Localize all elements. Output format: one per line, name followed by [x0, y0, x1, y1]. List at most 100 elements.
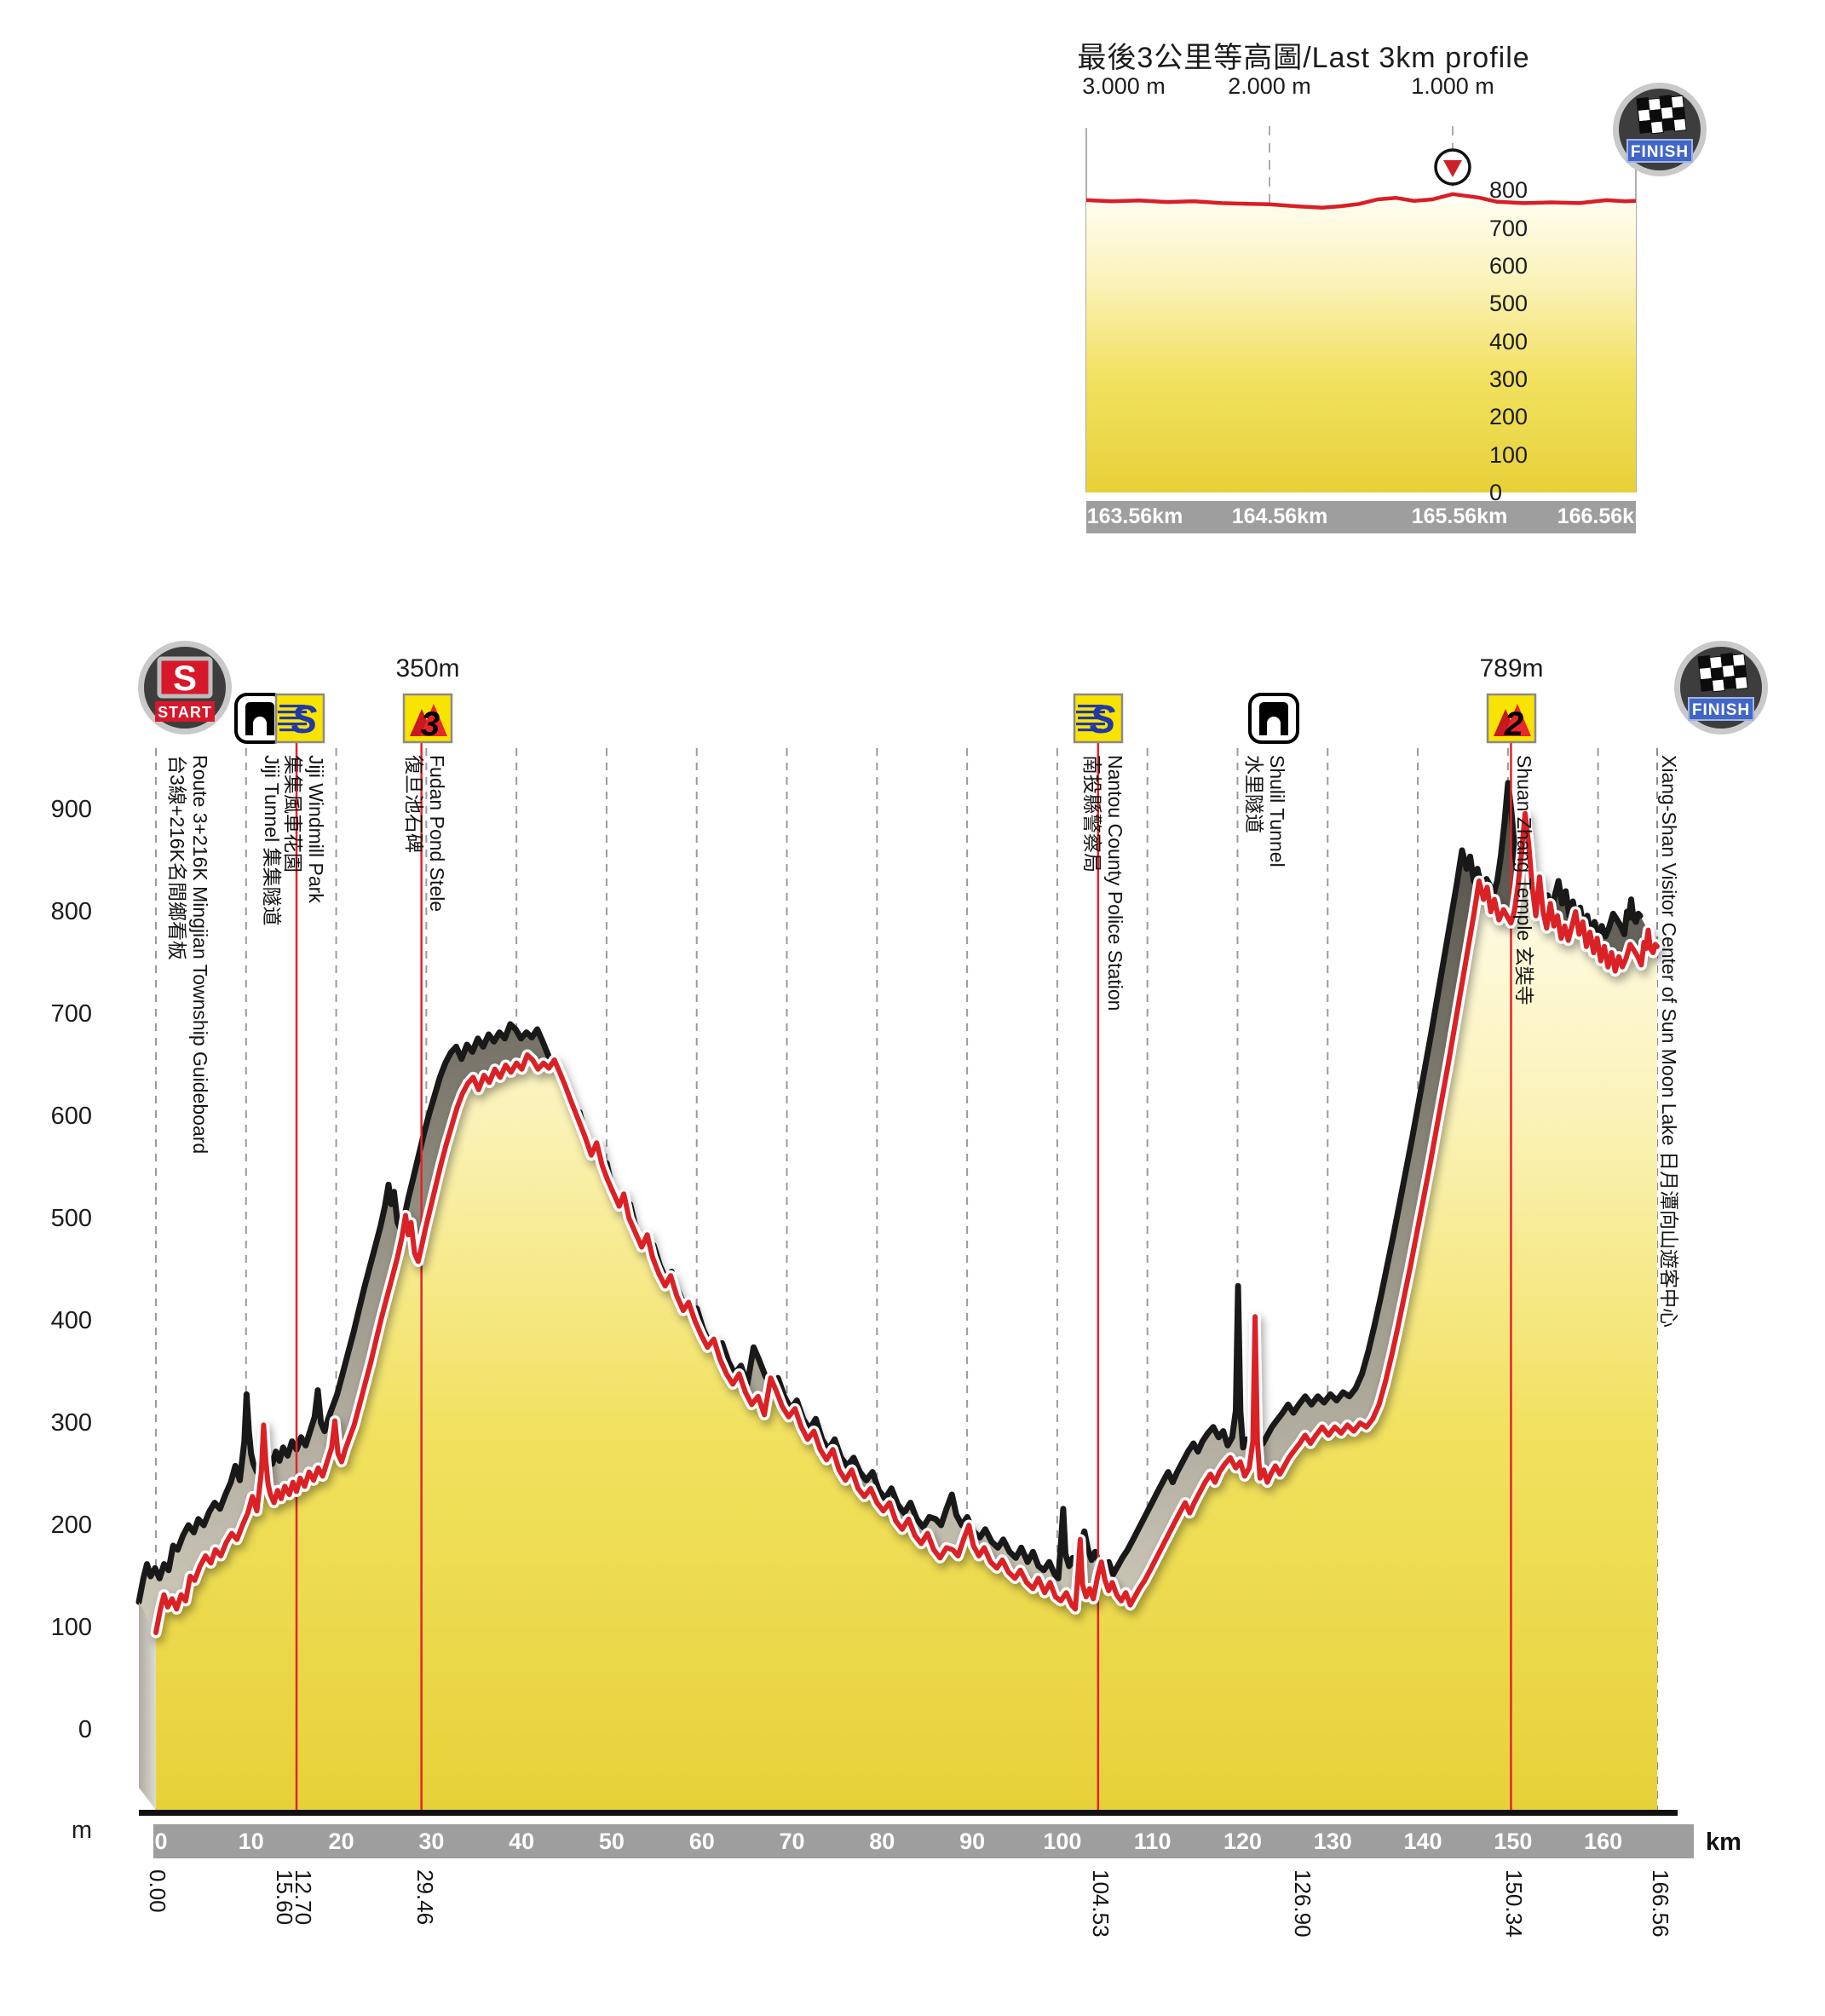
waypoint-km-label: 126.90 — [1290, 1869, 1315, 1938]
main-bar-tick: 80 — [869, 1829, 895, 1854]
tunnel-icon-glyph — [245, 702, 274, 735]
speed-line — [279, 705, 305, 708]
last3-bar-label: 163.56km — [1086, 504, 1183, 528]
flag-square — [1734, 676, 1748, 690]
main-x-unit: km — [1706, 1829, 1742, 1856]
speed-line — [1076, 711, 1105, 714]
last3-ytick: 100 — [1489, 441, 1529, 468]
last3-ytick: 700 — [1489, 215, 1529, 241]
waypoint-name-en: Fudan Pond Stele — [426, 755, 448, 913]
start-s-letter: S — [173, 658, 197, 698]
last3-ytick: 600 — [1489, 253, 1529, 279]
main-bar-tick: 110 — [1133, 1829, 1172, 1854]
last3-distance-label: 3.000 m — [1082, 73, 1166, 99]
main-bar-tick: 130 — [1313, 1829, 1352, 1854]
waypoint-name-zh: 台3線+216K名間鄉看板 — [166, 755, 188, 960]
start-s-box — [157, 656, 213, 699]
waypoint-label-104.53: Nantou County Police Station 南投縣警察局 — [1080, 755, 1126, 1011]
last3-line — [1085, 192, 1637, 210]
main-bar-tick: 160 — [1584, 1829, 1623, 1854]
finish-banner — [1626, 139, 1693, 163]
terrain-back-edge — [135, 780, 1644, 1605]
waypoint-name-zh: 南投縣警察局 — [1081, 755, 1103, 873]
tunnel-icon — [1248, 693, 1299, 744]
main-bar-tick: 100 — [1043, 1829, 1082, 1854]
start-banner — [155, 701, 215, 722]
profile-line-group — [150, 808, 1663, 1639]
waypoint-name-en: Shulil Tunnel — [1266, 755, 1288, 867]
finish-medal-icon: FINISH — [1613, 83, 1707, 176]
main-bar-tick: 20 — [328, 1829, 354, 1854]
flamme-rouge-icon — [1434, 148, 1471, 186]
climb-peak-label: 350m — [395, 654, 460, 683]
last3-ytick: 200 — [1489, 404, 1529, 430]
last3km-title: 最後3公里等高圖/Last 3km profile — [1077, 42, 1530, 74]
waypoint-label-12.70: Jiji Tunnel 集集隧道 — [261, 755, 283, 926]
speed-line — [279, 717, 302, 720]
last3-distance-label: 2.000 m — [1228, 73, 1311, 99]
last3-ytick: 500 — [1489, 291, 1529, 317]
speed-line — [278, 711, 307, 714]
base-line — [139, 1810, 1678, 1816]
waypoint-name-en: Route 3+216K Mingjian Township Guideboar… — [189, 755, 211, 1155]
climb-cat-number: 3 — [421, 706, 440, 743]
sprint-icon-letter: S — [1090, 697, 1116, 741]
main-bar-tick: 140 — [1403, 1829, 1442, 1854]
main-ytick: 200 — [50, 1512, 92, 1539]
sprint-icon: S — [1073, 693, 1124, 744]
flag-square — [1672, 118, 1687, 132]
waypoint-name-zh: 水里隧道 — [1243, 755, 1265, 833]
main-km-bar: 0 10 20 30 40 50 60 70 80 90 100 110 120 130 140 150 160 — [153, 1824, 1694, 1858]
checkered-flag-icon — [1636, 95, 1687, 135]
speed-line — [1078, 717, 1100, 720]
profile-line — [153, 810, 1660, 1635]
main-bar-tick: 150 — [1494, 1829, 1533, 1854]
main-ytick: 600 — [50, 1103, 92, 1130]
last3-ytick: 0 — [1489, 480, 1503, 505]
main-bar-tick: 60 — [688, 1829, 715, 1854]
main-bar-tick: 0 — [154, 1829, 168, 1854]
waypoint-km-label: 0.00 — [145, 1869, 170, 1913]
speed-line — [278, 723, 307, 726]
main-ytick: 500 — [50, 1205, 92, 1232]
waypoint-name-en: Nantou County Police Station — [1104, 755, 1126, 1011]
last3-ytick: 400 — [1489, 328, 1529, 354]
speed-line — [1076, 723, 1105, 726]
waypoint-label-166.56: Xiang-Shan Visitor Center of Sun Moon La… — [1658, 755, 1680, 1328]
finish-banner-label: FINISH — [1692, 701, 1750, 719]
last3-ytick: 300 — [1489, 366, 1529, 392]
waypoint-km-label: 15.60 — [272, 1869, 297, 1926]
climb-peak-label: 789m — [1479, 654, 1544, 683]
terrain-left-face — [139, 1602, 156, 1810]
sprint-icon-letter: S — [291, 697, 318, 741]
main-bar-tick: 40 — [509, 1829, 535, 1854]
main-ytick: 400 — [50, 1307, 92, 1334]
main-y-unit: m — [71, 1817, 92, 1844]
waypoint-name-zh: 復旦池石碑 — [403, 755, 425, 853]
speed-line — [1078, 705, 1103, 708]
waypoint-km-label: 29.46 — [412, 1869, 438, 1926]
sprint-icon: S — [274, 693, 325, 744]
waypoint-label-29.46: Fudan Pond Stele 復旦池石碑 — [402, 755, 448, 912]
checkered-flag-icon — [1697, 653, 1748, 693]
waypoint-km-label: 104.53 — [1088, 1869, 1114, 1938]
main-bar-tick: 10 — [238, 1829, 264, 1854]
waypoint-km-label: 166.56 — [1648, 1869, 1673, 1938]
main-ytick: 700 — [50, 1000, 92, 1028]
main-ytick: 100 — [50, 1614, 92, 1641]
tunnel-icon-glyph — [1259, 702, 1288, 735]
waypoint-name-zh: 集集風車花園 — [282, 755, 304, 873]
last3-ytick: 800 — [1489, 177, 1529, 204]
start-banner-label: START — [158, 704, 212, 721]
last3-bar-label: 164.56km — [1231, 504, 1328, 528]
main-bar-tick: 50 — [598, 1829, 625, 1854]
finish-medal-icon: FINISH — [1674, 641, 1768, 734]
main-ytick: 300 — [50, 1409, 92, 1437]
finish-banner — [1688, 697, 1754, 721]
main-ytick: 0 — [78, 1716, 92, 1743]
main-bar-tick: 90 — [959, 1829, 986, 1854]
flamme-triangle — [1443, 160, 1462, 177]
